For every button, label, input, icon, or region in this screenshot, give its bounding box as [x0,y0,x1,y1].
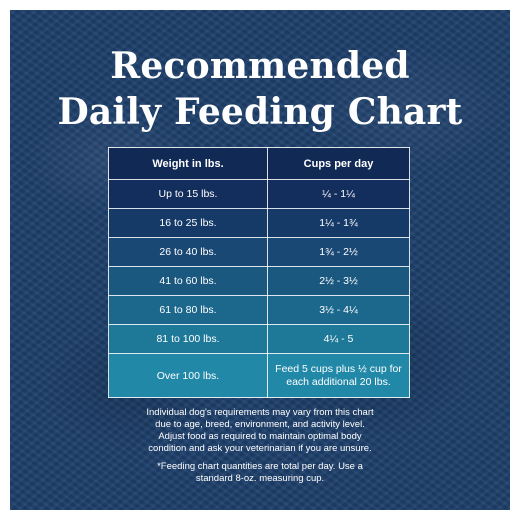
weight-cell: 16 to 25 lbs. [108,208,268,238]
cups-cell: 3½ - 4¼ [267,295,410,325]
cups-note-line-2: each additional 20 lbs. [286,375,391,388]
footnote-line: standard 8-oz. measuring cup. [195,473,325,484]
table-row: 81 to 100 lbs. 4¼ - 5 [108,324,410,354]
title-line-2: Daily Feeding Chart [57,91,463,133]
cups-cell: Feed 5 cups plus ½ cup for each addition… [267,353,410,398]
table-row: Over 100 lbs. Feed 5 cups plus ½ cup for… [108,353,410,398]
weight-cell: 41 to 60 lbs. [108,266,268,296]
weight-cell: 61 to 80 lbs. [108,295,268,325]
cups-note-line-1: Feed 5 cups plus ½ cup for [275,362,402,375]
table-row: Up to 15 lbs. ¼ - 1¼ [108,179,410,209]
table-row: 16 to 25 lbs. 1¼ - 1¾ [108,208,410,238]
weight-cell: 26 to 40 lbs. [108,237,268,267]
title-line-1: Recommended [110,45,410,87]
cups-cell: ¼ - 1¼ [267,179,410,209]
disclaimer-line: Individual dog's requirements may vary f… [146,407,374,418]
weight-cell: Over 100 lbs. [108,353,268,398]
table-row: 61 to 80 lbs. 3½ - 4¼ [108,295,410,325]
table-header-row: Weight in lbs. Cups per day [108,147,410,180]
cups-cell: 4¼ - 5 [267,324,410,354]
cups-cell: 1¾ - 2½ [267,237,410,267]
header-weight: Weight in lbs. [108,147,268,180]
feeding-chart-panel: Recommended Daily Feeding Chart Weight i… [10,10,510,510]
cups-cell: 2½ - 3½ [267,266,410,296]
feeding-table: Weight in lbs. Cups per day Up to 15 lbs… [108,147,410,398]
disclaimer-line: due to age, breed, environment, and acti… [155,419,365,430]
cups-cell: 1¼ - 1¾ [267,208,410,238]
table-row: 26 to 40 lbs. 1¾ - 2½ [108,237,410,267]
disclaimer-line: condition and ask your veterinarian if y… [148,443,372,454]
table-row: 41 to 60 lbs. 2½ - 3½ [108,266,410,296]
footnote-text: *Feeding chart quantities are total per … [10,461,510,485]
disclaimer-line: Adjust food as required to maintain opti… [158,431,362,442]
header-cups: Cups per day [267,147,410,180]
disclaimer-text: Individual dog's requirements may vary f… [10,407,510,455]
weight-cell: Up to 15 lbs. [108,179,268,209]
footnote-line: *Feeding chart quantities are total per … [157,461,363,472]
weight-cell: 81 to 100 lbs. [108,324,268,354]
